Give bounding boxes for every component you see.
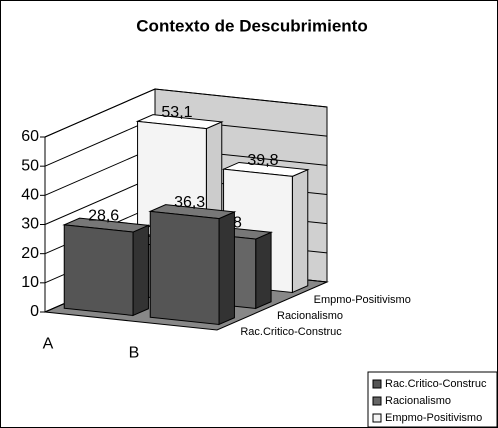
series-axis-label: Rac.Critico-Construc [240, 326, 342, 338]
legend-swatch [372, 396, 382, 406]
data-label: 53,1 [161, 104, 192, 121]
y-tick-label: 60 [21, 128, 39, 145]
y-tick-label: 40 [21, 187, 39, 204]
legend-label: Empmo-Positivismo [385, 412, 482, 424]
data-label: 28,6 [88, 208, 119, 225]
series-axis-label: Racionalismo [277, 310, 343, 322]
y-tick-label: 10 [21, 274, 39, 291]
legend-swatch [372, 413, 382, 423]
data-label: 36,3 [174, 194, 205, 211]
bar-front [149, 210, 220, 326]
legend-label: Rac.Critico-Construc [385, 378, 487, 390]
bar-side [291, 168, 309, 294]
legend-label: Racionalismo [385, 395, 451, 407]
y-tick-label: 0 [30, 303, 39, 320]
x-tick-label: A [43, 336, 54, 353]
bar-side [218, 211, 235, 326]
x-tick-label: B [129, 345, 140, 362]
grid-line [44, 88, 328, 138]
y-tick-label: 50 [21, 157, 39, 174]
series-axis-label: Empmo-Positivismo [314, 294, 411, 306]
legend-box [367, 371, 498, 428]
chart-title: Contexto de Descubrimiento [136, 16, 367, 35]
bar-front [63, 224, 134, 317]
y-tick-label: 30 [21, 216, 39, 233]
bar-side [132, 224, 149, 317]
legend-swatch [372, 379, 382, 389]
y-tick-label: 20 [21, 245, 39, 262]
bar-side [255, 231, 272, 310]
data-label: 39,8 [247, 152, 278, 169]
